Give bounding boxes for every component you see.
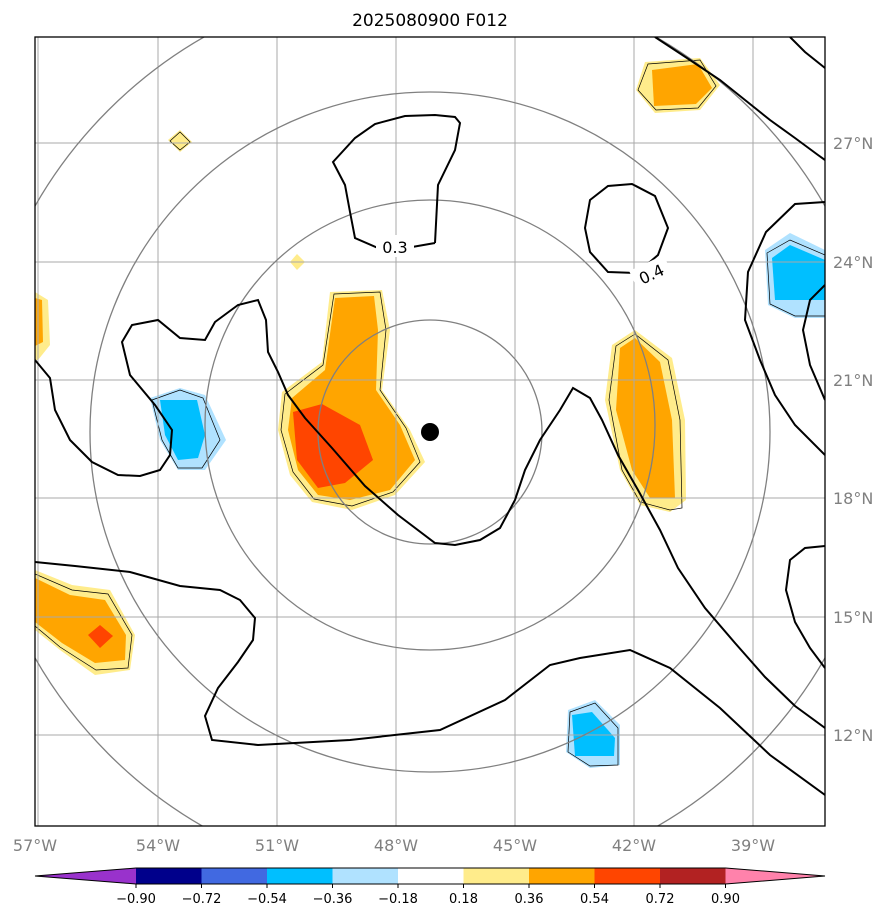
- lon-tick-label: 51°W: [255, 836, 299, 855]
- colorbar: [34, 867, 826, 885]
- colorbar-segment: [594, 868, 661, 884]
- lat-tick-label: 18°N: [833, 489, 873, 508]
- colorbar-extend-left: [35, 868, 136, 884]
- colorbar-segment: [332, 868, 399, 884]
- map-frame: [34, 36, 826, 827]
- graticule: [35, 37, 825, 826]
- colorbar-tick-label: −0.54: [247, 892, 287, 907]
- colorbar-tick-labels: −0.90 −0.72 −0.54 −0.36 −0.18 0.18 0.36 0.54 0.7…: [116, 884, 740, 907]
- lon-tick-label: 54°W: [136, 836, 180, 855]
- shading-positive-high: [88, 404, 373, 648]
- lon-tick-label: 39°W: [731, 836, 775, 855]
- colorbar-extend-right: [725, 868, 825, 884]
- thick-contours: [35, 37, 825, 796]
- range-rings: [35, 37, 825, 826]
- lon-tick-label: 42°W: [612, 836, 656, 855]
- colorbar-segment: [529, 868, 595, 884]
- colorbar-tick-label: −0.36: [313, 892, 353, 907]
- colorbar-tick-label: 0.54: [580, 892, 609, 907]
- lon-tick-label: 57°W: [13, 836, 57, 855]
- storm-center-dot: [421, 423, 439, 441]
- thin-contours: [35, 59, 825, 767]
- colorbar-segment: [267, 868, 333, 884]
- lon-tick-label: 48°W: [374, 836, 418, 855]
- map-area: 0.3 0.4: [35, 37, 825, 826]
- lat-tick-label: 15°N: [833, 608, 873, 627]
- colorbar-segment: [398, 868, 464, 884]
- colorbar-tick-label: −0.90: [116, 892, 156, 907]
- lon-tick-labels: 57°W 54°W 51°W 48°W 45°W 42°W 39°W: [13, 836, 775, 855]
- colorbar-tick-label: −0.72: [182, 892, 222, 907]
- contour-label-0-3: 0.3: [382, 238, 407, 257]
- map-title: 2025080900 F012: [352, 11, 508, 31]
- colorbar-tick-label: −0.18: [378, 892, 418, 907]
- colorbar-tick-label: 0.72: [646, 892, 675, 907]
- lat-tick-label: 27°N: [833, 134, 873, 153]
- lat-tick-label: 12°N: [833, 726, 873, 745]
- lat-tick-label: 21°N: [833, 371, 873, 390]
- colorbar-tick-label: 0.18: [449, 892, 478, 907]
- colorbar-segment: [136, 868, 202, 884]
- lat-tick-label: 24°N: [833, 253, 873, 272]
- colorbar-segment: [660, 868, 726, 884]
- lon-tick-label: 45°W: [493, 836, 537, 855]
- colorbar-tick-label: 0.36: [515, 892, 544, 907]
- colorbar-segment: [463, 868, 530, 884]
- colorbar-tick-label: 0.90: [711, 892, 740, 907]
- colorbar-segment: [201, 868, 268, 884]
- lat-tick-labels: 27°N 24°N 21°N 18°N 15°N 12°N: [833, 134, 873, 745]
